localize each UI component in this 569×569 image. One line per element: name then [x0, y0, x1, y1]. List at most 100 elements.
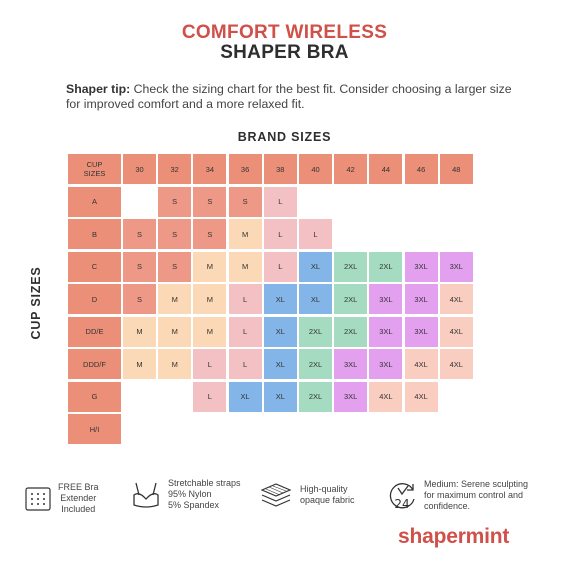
feature-comfort-line-2: for maximum control and	[424, 489, 524, 500]
feature-comfort: 24 Medium: Serene sculpting for maximum …	[386, 478, 528, 512]
size-cell: S	[193, 219, 227, 249]
size-cell: L	[228, 316, 262, 347]
size-cell: XL	[263, 381, 297, 412]
band-size-header: 48	[439, 154, 473, 184]
feature-straps-line-3: 5% Spandex	[168, 500, 220, 510]
size-cell: 2XL	[299, 349, 332, 379]
size-cell: 2XL	[299, 316, 332, 347]
band-size-header: 32	[158, 154, 192, 184]
size-cell: M	[193, 251, 227, 282]
size-cell: XL	[299, 284, 332, 314]
size-cell: XL	[263, 316, 297, 347]
size-cell: S	[228, 186, 262, 217]
bra-extender-icon	[25, 486, 51, 511]
cup-row-label: DD/E	[68, 316, 121, 347]
cup-row-label: A	[68, 186, 121, 217]
svg-text:24: 24	[394, 497, 409, 511]
size-cell: S	[123, 219, 156, 249]
cup-row-label: B	[68, 219, 121, 249]
size-cell: 4XL	[439, 284, 473, 314]
size-cell: S	[158, 219, 192, 249]
feature-comfort-line-3: confidence.	[424, 500, 471, 511]
band-size-header: 42	[334, 154, 368, 184]
cup-row-label: G	[68, 381, 121, 412]
size-cell: 3XL	[404, 284, 438, 314]
shaper-tip: Shaper tip: Check the sizing chart for t…	[66, 82, 526, 112]
size-cell: S	[158, 186, 192, 217]
band-size-header: 38	[263, 154, 297, 184]
size-cell: S	[193, 186, 227, 217]
title-line-1: COMFORT WIRELESS	[181, 22, 388, 43]
cup-row-label: DDD/F	[68, 349, 121, 379]
tip-text: Check the sizing chart for the best fit.…	[66, 82, 512, 111]
size-cell: 4XL	[404, 349, 438, 379]
size-cell: 4XL	[404, 381, 438, 412]
size-cell: 4XL	[439, 349, 473, 379]
band-size-header: 40	[299, 154, 332, 184]
size-cell: S	[158, 251, 192, 282]
corner-header: CUP SIZES	[68, 154, 121, 184]
size-cell: M	[228, 219, 262, 249]
tip-label: Shaper tip:	[66, 82, 131, 96]
size-cell: 2XL	[334, 284, 368, 314]
size-cell: L	[263, 219, 297, 249]
size-cell: 3XL	[439, 251, 473, 282]
size-cell: XL	[263, 284, 297, 314]
size-cell: 3XL	[404, 316, 438, 347]
size-cell: 3XL	[334, 349, 368, 379]
size-cell: 2XL	[334, 316, 368, 347]
size-cell: XL	[228, 381, 262, 412]
feature-straps-line-2: 95% Nylon	[168, 489, 212, 499]
size-cell: M	[158, 284, 192, 314]
cup-row-label: D	[68, 284, 121, 314]
size-cell: XL	[263, 349, 297, 379]
size-cell: L	[263, 251, 297, 282]
feature-straps-line-1: Stretchable straps	[168, 478, 241, 488]
size-cell: M	[193, 284, 227, 314]
size-cell: M	[158, 349, 192, 379]
band-size-header: 30	[123, 154, 156, 184]
size-cell: S	[123, 251, 156, 282]
cup-row-label: H/I	[68, 414, 121, 444]
size-cell: L	[228, 349, 262, 379]
size-cell: L	[263, 186, 297, 217]
feature-straps: Stretchable straps 95% Nylon 5% Spandex	[130, 478, 241, 511]
cup-row-label: C	[68, 251, 121, 282]
size-cell: M	[193, 316, 227, 347]
size-cell: L	[193, 381, 227, 412]
size-cell: M	[123, 349, 156, 379]
feature-fabric-line-2: opaque fabric	[300, 495, 355, 505]
size-cell: 2XL	[334, 251, 368, 282]
size-cell: L	[228, 284, 262, 314]
size-cell: XL	[299, 251, 332, 282]
size-cell: 3XL	[334, 381, 368, 412]
size-cell: M	[123, 316, 156, 347]
cup-sizes-axis-label: CUP SIZES	[29, 266, 43, 340]
band-size-header: 46	[404, 154, 438, 184]
title-line-2: SHAPER BRA	[220, 42, 349, 63]
feature-fabric-line-1: High-quality	[300, 484, 348, 494]
shapermint-logo: shapermint	[398, 525, 510, 548]
size-cell: 3XL	[369, 349, 403, 379]
size-cell: 3XL	[369, 316, 403, 347]
size-cell: 2XL	[369, 251, 403, 282]
feature-comfort-line-1: Medium: Serene sculpting	[424, 478, 529, 489]
24h-comfort-icon: 24	[389, 483, 415, 511]
size-cell: L	[193, 349, 227, 379]
band-size-header: 36	[228, 154, 262, 184]
size-cell: 3XL	[369, 284, 403, 314]
size-cell: 3XL	[404, 251, 438, 282]
brand-sizes-label: BRAND SIZES	[237, 130, 332, 144]
bra-straps-icon	[133, 482, 159, 508]
size-cell: L	[299, 219, 332, 249]
size-cell: 2XL	[299, 381, 332, 412]
fabric-layers-icon	[260, 483, 292, 507]
size-cell: 4XL	[439, 316, 473, 347]
size-cell: M	[158, 316, 192, 347]
size-cell: S	[123, 284, 156, 314]
feature-extender-line-3: Included	[61, 504, 96, 514]
feature-fabric: High-quality opaque fabric	[258, 480, 355, 510]
size-cell: 4XL	[369, 381, 403, 412]
band-size-header: 44	[369, 154, 403, 184]
band-size-header: 34	[193, 154, 227, 184]
